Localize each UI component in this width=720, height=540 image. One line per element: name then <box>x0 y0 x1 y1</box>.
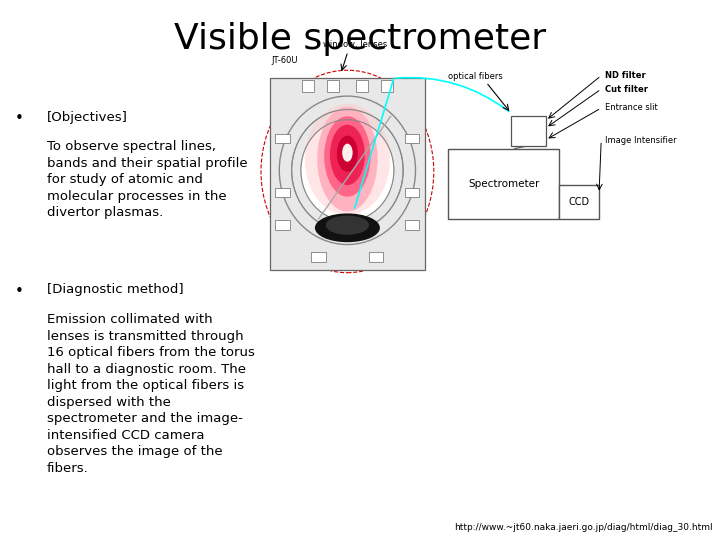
Text: Image Intensifier: Image Intensifier <box>605 136 676 145</box>
Bar <box>311 252 325 262</box>
Bar <box>356 80 367 92</box>
Text: JT-60U: JT-60U <box>271 56 298 65</box>
Text: Entrance slit: Entrance slit <box>605 104 657 112</box>
Bar <box>302 80 313 92</box>
Text: [Diagnostic method]: [Diagnostic method] <box>47 284 184 296</box>
Bar <box>511 116 546 146</box>
Ellipse shape <box>305 104 390 215</box>
Bar <box>405 220 419 229</box>
Bar <box>270 78 425 270</box>
Bar <box>275 133 289 143</box>
Text: To observe spectral lines,
bands and their spatial profile
for study of atomic a: To observe spectral lines, bands and the… <box>47 140 248 219</box>
Ellipse shape <box>325 215 369 235</box>
Text: window, lenses: window, lenses <box>323 39 387 49</box>
Text: optical fibers: optical fibers <box>448 72 503 81</box>
Text: ND filter: ND filter <box>605 71 646 80</box>
Text: Cut filter: Cut filter <box>605 85 648 93</box>
Text: Visible spectrometer: Visible spectrometer <box>174 22 546 56</box>
Ellipse shape <box>330 125 365 185</box>
Ellipse shape <box>337 136 358 172</box>
Bar <box>382 80 393 92</box>
Text: •: • <box>14 111 23 126</box>
Ellipse shape <box>318 107 377 212</box>
Text: http://www.~jt60.naka.jaeri.go.jp/diag/html/diag_30.html: http://www.~jt60.naka.jaeri.go.jp/diag/h… <box>454 523 713 532</box>
Ellipse shape <box>315 213 380 242</box>
Text: CCD: CCD <box>569 197 590 207</box>
Bar <box>448 148 559 219</box>
Bar <box>405 133 419 143</box>
Text: Emission collimated with
lenses is transmitted through
16 optical fibers from th: Emission collimated with lenses is trans… <box>47 313 255 475</box>
Bar <box>559 185 599 219</box>
Ellipse shape <box>301 120 394 221</box>
Bar <box>405 187 419 197</box>
Text: •: • <box>14 284 23 299</box>
Bar <box>275 220 289 229</box>
Bar <box>275 187 289 197</box>
Ellipse shape <box>324 116 371 197</box>
Bar <box>369 252 383 262</box>
Bar <box>327 80 339 92</box>
Ellipse shape <box>342 144 353 162</box>
Text: Spectrometer: Spectrometer <box>468 179 539 188</box>
Text: [Objectives]: [Objectives] <box>47 111 127 124</box>
